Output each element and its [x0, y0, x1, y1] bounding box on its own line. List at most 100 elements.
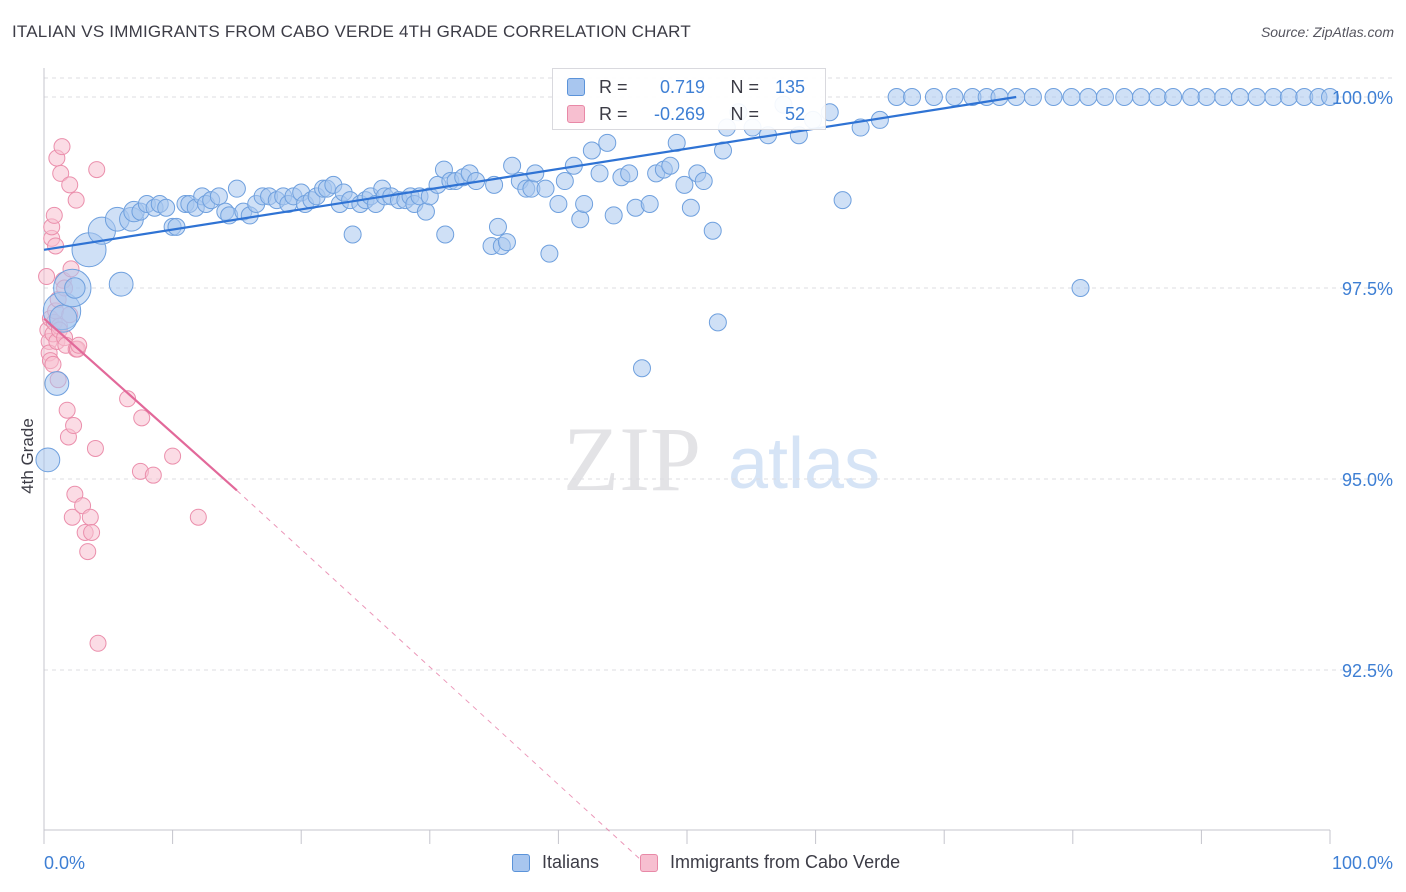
point-italians [851, 118, 870, 137]
point-italians [1214, 88, 1233, 106]
y-tick-label: 95.0% [1342, 470, 1393, 490]
point-italians [1044, 88, 1063, 106]
point-italians [990, 88, 1009, 106]
point-italians [1023, 88, 1042, 106]
point-cabo-verde [88, 161, 106, 179]
legend-row-cabo-verde: R = -0.269 N = 52 [567, 102, 805, 126]
point-italians [590, 164, 609, 183]
point-cabo-verde [44, 355, 62, 373]
point-italians [503, 156, 522, 175]
point-italians [620, 164, 639, 183]
point-italians [1264, 88, 1283, 106]
legend-item-italians[interactable]: Italians [512, 852, 599, 873]
point-italians [157, 198, 176, 217]
point-italians [44, 371, 70, 396]
point-italians [549, 194, 568, 213]
point-cabo-verde [70, 336, 88, 354]
point-cabo-verde [79, 543, 97, 561]
point-italians [598, 133, 617, 152]
point-cabo-verde [164, 447, 182, 465]
point-italians [681, 198, 700, 217]
legend-label-cabo-verde: Immigrants from Cabo Verde [670, 852, 901, 872]
y-tick-label: 92.5% [1342, 661, 1393, 681]
point-cabo-verde [38, 268, 56, 286]
point-cabo-verde [83, 523, 101, 541]
point-italians [1164, 88, 1183, 106]
point-italians [555, 172, 574, 191]
point-italians [227, 179, 246, 198]
point-italians [833, 191, 852, 210]
point-italians [1079, 88, 1098, 106]
legend-swatch-italians [512, 853, 530, 872]
legend-n-value-italians: 135 [774, 76, 805, 97]
point-cabo-verde [53, 138, 71, 156]
point-cabo-verde [63, 508, 81, 526]
point-cabo-verde [81, 508, 99, 526]
point-italians [540, 244, 559, 263]
point-cabo-verde [89, 634, 107, 652]
point-italians [945, 88, 964, 106]
point-italians [887, 88, 906, 106]
trend-extension-cabo-verde [236, 490, 643, 862]
point-italians [604, 206, 623, 225]
point-italians [575, 194, 594, 213]
y-tick-label: 100.0% [1332, 88, 1393, 108]
point-italians [675, 175, 694, 194]
point-italians [1095, 88, 1114, 106]
point-cabo-verde [189, 508, 207, 526]
point-italians [1279, 88, 1298, 106]
legend-n-label: N = [730, 103, 759, 124]
trend-line-italians [43, 95, 1017, 251]
point-italians [167, 217, 186, 236]
point-italians [536, 179, 555, 198]
legend-n-value-cabo-verde: 52 [784, 103, 805, 124]
legend-r-label: R = [599, 76, 628, 97]
point-italians [1148, 88, 1167, 106]
point-italians [488, 217, 507, 236]
point-italians [64, 277, 86, 299]
point-cabo-verde [133, 409, 151, 427]
point-cabo-verde [65, 417, 83, 435]
point-italians [632, 359, 651, 378]
y-tick-label: 97.5% [1342, 279, 1393, 299]
point-italians [903, 88, 922, 106]
legend-n-label: N = [730, 76, 759, 97]
point-italians [1115, 88, 1134, 106]
point-italians [416, 202, 435, 221]
point-cabo-verde [58, 401, 76, 419]
point-italians [49, 304, 78, 333]
legend-item-cabo-verde[interactable]: Immigrants from Cabo Verde [640, 852, 900, 873]
point-italians [1197, 88, 1216, 106]
point-italians [640, 194, 659, 213]
point-italians [703, 221, 722, 240]
point-italians [108, 271, 134, 297]
zipatlas-watermark: ZIP atlas [563, 408, 880, 510]
legend-label-italians: Italians [542, 852, 600, 872]
point-cabo-verde [52, 164, 70, 182]
point-italians [436, 225, 455, 244]
point-italians [1071, 279, 1090, 297]
point-italians [497, 233, 516, 252]
legend-r-value-cabo-verde: -0.269 [653, 103, 705, 124]
point-italians [35, 447, 61, 473]
point-italians [924, 88, 943, 106]
legend-r-label: R = [599, 103, 628, 124]
legend-r-value-italians: 0.719 [659, 76, 705, 97]
legend-swatch-cabo-verde [640, 853, 658, 872]
x-tick-label: 0.0% [44, 853, 85, 873]
stats-legend: R = 0.719 N = 135 R = -0.269 N = 52 [552, 68, 826, 130]
point-italians [1182, 88, 1201, 106]
legend-swatch-italians [567, 78, 585, 96]
watermark-atlas: atlas [728, 424, 880, 504]
trend-lines [43, 95, 1017, 862]
point-italians [1321, 88, 1339, 106]
point-italians [1062, 88, 1081, 106]
legend-row-italians: R = 0.719 N = 135 [567, 75, 805, 99]
legend-swatch-cabo-verde [567, 105, 585, 123]
point-italians [708, 313, 727, 332]
point-italians [571, 210, 590, 229]
point-italians [694, 172, 713, 191]
x-tick-label: 100.0% [1332, 853, 1393, 873]
series-italians [35, 88, 1339, 473]
